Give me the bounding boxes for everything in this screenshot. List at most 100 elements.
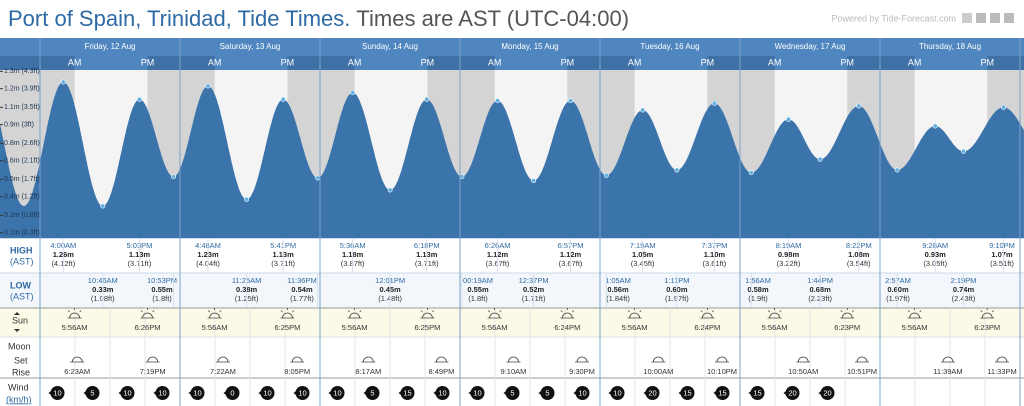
sunrise-icon: [207, 308, 222, 319]
wind-arrow: [258, 390, 263, 396]
wind-icon: [330, 386, 345, 400]
wind-icon: [820, 386, 835, 400]
moonset-icon: [506, 356, 521, 363]
sunset-icon: [560, 308, 575, 319]
wind-arrow: [748, 390, 753, 396]
wind-icon: [120, 386, 135, 400]
sunrise-time: 5:56AM: [482, 323, 508, 332]
icon[interactable]: [1004, 13, 1014, 23]
wind-icon: [155, 386, 170, 400]
tide-time: 10:53PM: [147, 276, 177, 285]
tide-time: 9:10PM: [989, 241, 1015, 250]
tide-point: [640, 107, 646, 113]
tide-time: 1:05AM: [605, 276, 631, 285]
pm-label: PM: [421, 57, 435, 67]
sunset-time: 6:24PM: [554, 323, 580, 332]
am-label: AM: [208, 57, 222, 67]
icon[interactable]: [990, 13, 1000, 23]
wind-arrow: [83, 390, 88, 396]
sunrise-icon: [907, 308, 922, 319]
tide-point: [387, 187, 393, 193]
moonrise-time: 8:49PM: [429, 367, 455, 376]
tide-height: 0.54m: [291, 285, 313, 294]
night-header: [847, 56, 915, 70]
sunset-icon: [140, 308, 155, 319]
tide-point: [932, 123, 938, 129]
y-tick-label: 0.6m (2.1ft): [4, 158, 40, 165]
am-label: AM: [68, 57, 82, 67]
tide-height-ft: (1.8ft): [152, 294, 172, 303]
tide-time: 00:19AM: [463, 276, 493, 285]
wind-arrow: [608, 390, 613, 396]
wind-arrow: [398, 390, 403, 396]
wind-speed: 5: [370, 388, 374, 397]
tide-point: [315, 175, 321, 181]
tide-height: 0.56m: [607, 285, 629, 294]
tide-height-ft: (1.77ft): [290, 294, 314, 303]
wind-arrow: [643, 390, 648, 396]
sunset-icon: [280, 308, 295, 319]
sunset-icon: [980, 308, 995, 319]
pm-label: PM: [840, 57, 854, 67]
y-tick-label: 0.9m (3ft): [4, 122, 34, 129]
night-header: [707, 56, 775, 70]
moonset-time: 6:23AM: [64, 367, 90, 376]
tide-point: [100, 203, 106, 209]
icon[interactable]: [962, 13, 972, 23]
moonrise-time: 11:33PM: [987, 367, 1016, 376]
wind-icon: [50, 386, 65, 400]
tide-time: 11:36PM: [287, 276, 316, 285]
tide-point: [205, 83, 211, 89]
tide-point: [748, 170, 754, 176]
tide-point: [786, 116, 792, 122]
wind-speed: 10: [53, 388, 61, 397]
tide-point: [280, 96, 286, 102]
icon[interactable]: [976, 13, 986, 23]
wind-arrow: [678, 390, 683, 396]
sunrise-time: 5:56AM: [762, 323, 788, 332]
wind-arrow: [48, 390, 53, 396]
y-tick-label: 0.5m (1.7ft): [4, 176, 40, 183]
am-label: AM: [908, 57, 922, 67]
wind-arrow: [188, 390, 193, 396]
sunrise-time: 5:56AM: [622, 323, 648, 332]
y-tick-label: 1.3m (4.3ft): [4, 68, 40, 75]
pm-label: PM: [561, 57, 575, 67]
sunset-icon: [700, 308, 715, 319]
unit-toggle[interactable]: (km/h): [6, 394, 32, 404]
sunset-time: 6:23PM: [974, 323, 1000, 332]
tide-height: 0.55m: [467, 285, 489, 294]
wind-icon: [540, 386, 555, 400]
day-name: Sunday, 14 Aug: [362, 42, 418, 51]
sunrise-icon: [627, 308, 642, 319]
tide-point: [568, 98, 574, 104]
row-label: Rise: [12, 367, 30, 377]
day-name: Monday, 15 Aug: [501, 42, 558, 51]
wind-speed: 20: [788, 388, 796, 397]
sunrise-icon: [347, 308, 362, 319]
moonset-time: 11:39AM: [933, 367, 962, 376]
moonset-time: 10:50AM: [788, 367, 818, 376]
night-header: [427, 56, 495, 70]
wind-speed: 5: [545, 388, 549, 397]
sunset-icon: [840, 308, 855, 319]
powered-by[interactable]: Powered by Tide-Forecast.com: [831, 13, 956, 23]
tide-point: [1000, 104, 1006, 110]
row-label: HIGH: [10, 245, 33, 255]
row-label: Wind: [8, 382, 29, 392]
sunset-time: 6:25PM: [275, 323, 301, 332]
tide-height-ft: (1.97ft): [886, 294, 910, 303]
tide-point: [674, 167, 680, 173]
wind-icon: [785, 386, 800, 400]
moonrise-icon: [715, 356, 729, 363]
wind-icon: [190, 386, 205, 400]
sunset-time: 6:26PM: [135, 323, 161, 332]
y-tick-label: 0.1m (0.3ft): [4, 230, 40, 237]
day-name: Saturday, 13 Aug: [220, 42, 281, 51]
moonset-time: 10:00AM: [643, 367, 673, 376]
wind-arrow: [713, 390, 718, 396]
tide-point: [170, 174, 176, 180]
row-label: Moon: [8, 341, 31, 351]
y-tick-label: 1.2m (3.9ft): [4, 86, 40, 93]
